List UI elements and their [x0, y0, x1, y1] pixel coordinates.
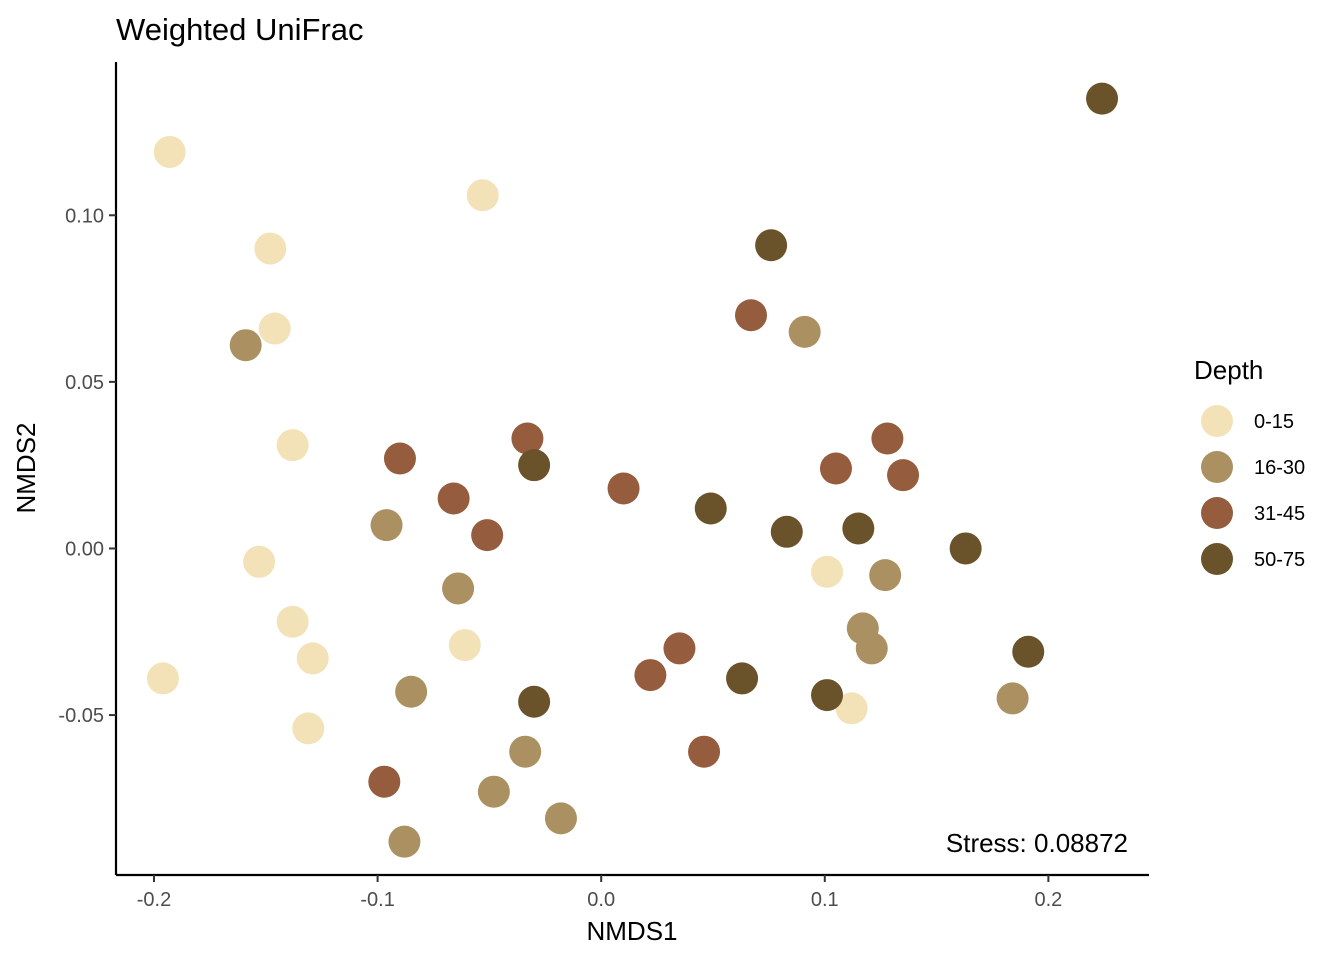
point-16-30 [855, 632, 888, 665]
point-31-45 [663, 632, 696, 665]
point-31-45 [735, 299, 768, 332]
point-50-75 [949, 532, 982, 565]
y-tick-label: 0.00 [65, 538, 104, 560]
point-31-45 [871, 422, 904, 455]
point-0-15 [466, 179, 499, 212]
legend-label-50-75: 50-75 [1254, 549, 1305, 571]
point-0-15 [296, 642, 329, 675]
point-50-75 [694, 492, 727, 525]
x-tick-label: -0.2 [137, 889, 171, 911]
x-tick-label: -0.1 [360, 889, 394, 911]
point-16-30 [509, 735, 542, 768]
point-31-45 [383, 442, 416, 475]
x-axis-title: NMDS1 [586, 916, 677, 946]
point-16-30 [996, 682, 1029, 715]
point-0-15 [448, 629, 481, 662]
point-31-45 [511, 422, 544, 455]
legend-key-50-75 [1201, 543, 1233, 575]
point-31-45 [887, 459, 920, 492]
point-31-45 [819, 452, 852, 485]
point-16-30 [395, 675, 428, 708]
point-50-75 [1012, 635, 1045, 668]
point-16-30 [869, 559, 902, 592]
point-16-30 [388, 825, 421, 858]
point-0-15 [258, 312, 291, 345]
point-16-30 [788, 315, 821, 348]
y-axis-title: NMDS2 [11, 422, 41, 513]
point-50-75 [842, 512, 875, 545]
legend-label-16-30: 16-30 [1254, 457, 1305, 479]
point-31-45 [368, 765, 401, 798]
point-50-75 [1086, 82, 1119, 115]
legend-label-31-45: 31-45 [1254, 503, 1305, 525]
y-tick-label: -0.05 [58, 705, 104, 727]
point-0-15 [276, 429, 309, 462]
point-0-15 [153, 135, 186, 168]
point-50-75 [726, 662, 759, 695]
point-0-15 [243, 545, 276, 578]
point-16-30 [477, 775, 510, 808]
point-0-15 [811, 555, 844, 588]
legend-key-31-45 [1201, 497, 1233, 529]
point-0-15 [254, 232, 287, 265]
point-0-15 [292, 712, 325, 745]
data-points [146, 82, 1119, 858]
legend-key-0-15 [1201, 405, 1233, 437]
y-tick-label: 0.05 [65, 372, 104, 394]
legend-label-0-15: 0-15 [1254, 411, 1294, 433]
axes: -0.2 -0.1 0.0 0.1 0.2 -0.05 0.00 0.05 0.10 [58, 62, 1149, 911]
point-0-15 [146, 662, 179, 695]
legend: Depth 0-15 16-30 31-45 50-75 [1194, 355, 1305, 575]
point-50-75 [518, 685, 551, 718]
point-31-45 [607, 472, 640, 505]
point-0-15 [276, 605, 309, 638]
point-16-30 [544, 802, 577, 835]
x-tick-label: 0.0 [587, 889, 615, 911]
legend-key-16-30 [1201, 451, 1233, 483]
point-50-75 [811, 679, 844, 712]
point-50-75 [518, 449, 551, 482]
x-tick-label: 0.1 [811, 889, 839, 911]
point-31-45 [634, 659, 667, 692]
legend-title: Depth [1194, 355, 1263, 385]
y-tick-label: 0.10 [65, 205, 104, 227]
point-0-15 [835, 692, 868, 725]
point-16-30 [229, 329, 262, 362]
point-16-30 [370, 509, 403, 542]
chart-title: Weighted UniFrac [116, 12, 364, 47]
point-16-30 [442, 572, 475, 605]
stress-annotation: Stress: 0.08872 [946, 828, 1128, 858]
point-50-75 [755, 229, 788, 262]
point-31-45 [688, 735, 721, 768]
point-31-45 [471, 519, 504, 552]
x-tick-label: 0.2 [1034, 889, 1062, 911]
point-31-45 [437, 482, 470, 515]
point-50-75 [770, 515, 803, 548]
